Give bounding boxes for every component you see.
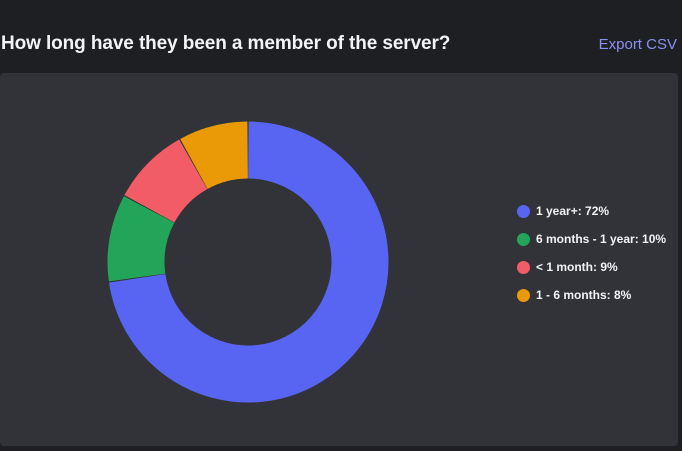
header: How long have they been a member of the … — [0, 0, 682, 72]
donut-chart — [107, 121, 389, 403]
legend-item: 1 year+: 72% — [517, 203, 667, 219]
legend-item: < 1 month: 9% — [517, 259, 667, 275]
donut-slice-2[interactable] — [124, 139, 208, 223]
donut-slice-1[interactable] — [107, 196, 175, 282]
donut-slice-0[interactable] — [109, 121, 389, 403]
legend-item: 6 months - 1 year: 10% — [517, 231, 667, 247]
page-title: How long have they been a member of the … — [1, 33, 451, 54]
donut-slice-3[interactable] — [180, 121, 248, 189]
chart-legend: 1 year+: 72% 6 months - 1 year: 10% < 1 mo… — [517, 203, 667, 315]
legend-color-dot — [517, 233, 530, 246]
export-csv-button[interactable]: Export CSV — [598, 36, 677, 53]
legend-label: 1 year+: 72% — [536, 204, 610, 218]
legend-label: < 1 month: 9% — [536, 260, 618, 274]
legend-color-dot — [517, 205, 530, 218]
legend-label: 6 months - 1 year: 10% — [536, 232, 667, 246]
legend-item: 1 - 6 months: 8% — [517, 287, 667, 303]
legend-color-dot — [517, 289, 530, 302]
legend-label: 1 - 6 months: 8% — [536, 288, 632, 302]
legend-color-dot — [517, 261, 530, 274]
chart-card: 1 year+: 72% 6 months - 1 year: 10% < 1 mo… — [0, 73, 678, 446]
